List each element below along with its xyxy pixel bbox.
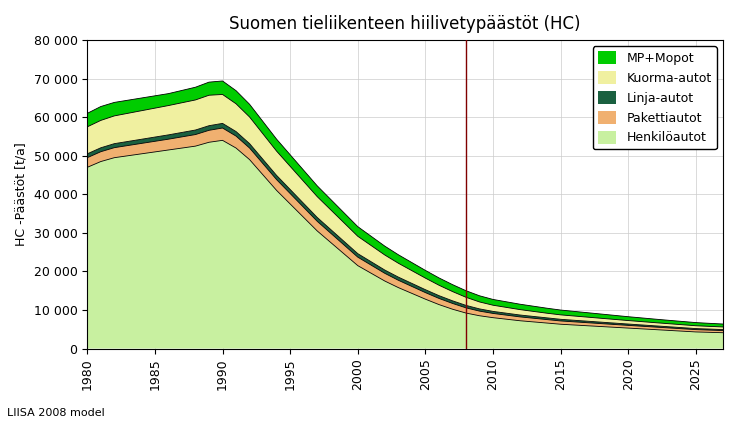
Title: Suomen tieliikenteen hiilivetypäästöt (HC): Suomen tieliikenteen hiilivetypäästöt (H… [230,15,581,33]
Text: LIISA 2008 model: LIISA 2008 model [7,408,105,418]
Y-axis label: HC -Päästöt [t/a]: HC -Päästöt [t/a] [15,143,28,246]
Legend: MP+Mopot, Kuorma-autot, Linja-autot, Pakettiautot, Henkilöautot: MP+Mopot, Kuorma-autot, Linja-autot, Pak… [593,46,717,149]
